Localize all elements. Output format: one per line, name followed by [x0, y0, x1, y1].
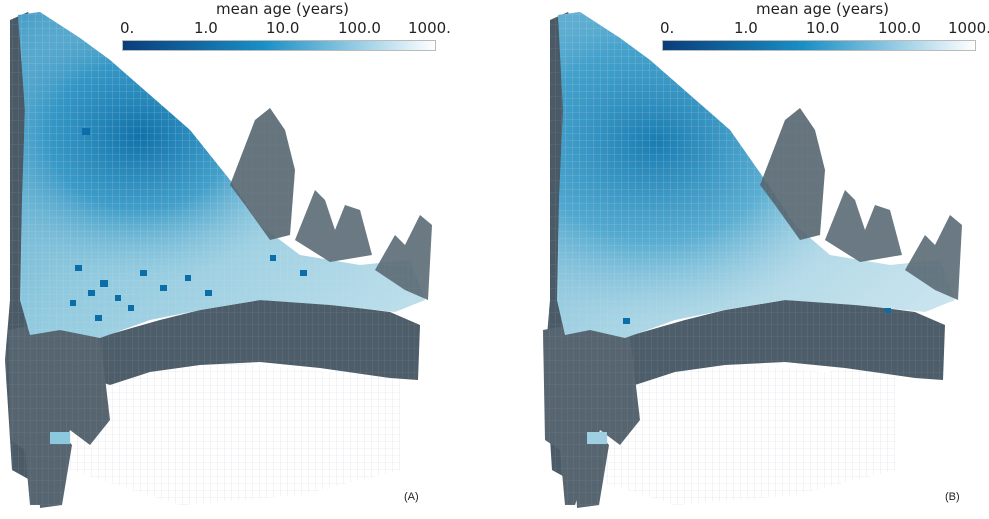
colorbar-gradient [122, 40, 436, 51]
colorbar-ticks: 0. 1.0 10.0 100.0 1000. [650, 19, 989, 39]
colorbar-tick: 0. [660, 19, 675, 37]
colorbar-tick: 10.0 [266, 19, 300, 37]
panel-label-b: (B) [945, 491, 960, 503]
deep-cells-b [623, 308, 891, 324]
model-render-a [5, 12, 432, 508]
model-render-b [543, 12, 962, 508]
colorbar-tick: 1000. [408, 19, 451, 37]
colorbar-tick: 0. [120, 19, 135, 37]
colorbar-gradient [662, 40, 976, 51]
lower-mesh-a [70, 360, 400, 505]
colorbar-legend-a: mean age (years) 0. 1.0 10.0 100.0 1000. [110, 0, 455, 70]
deep-cells-a [70, 128, 307, 321]
panel-b: mean age (years) 0. 1.0 10.0 100.0 1000.… [495, 0, 989, 519]
panel-label-a: (A) [404, 491, 419, 503]
colorbar-tick: 100.0 [878, 19, 921, 37]
colorbar-legend-b: mean age (years) 0. 1.0 10.0 100.0 1000. [650, 0, 989, 70]
colorbar-tick: 1.0 [734, 19, 758, 37]
panel-a: mean age (years) 0. 1.0 10.0 100.0 1000.… [0, 0, 494, 519]
colorbar-tick: 1.0 [194, 19, 218, 37]
colorbar-ticks: 0. 1.0 10.0 100.0 1000. [110, 19, 455, 39]
colorbar-title: mean age (years) [215, 0, 349, 18]
colorbar-title: mean age (years) [755, 0, 889, 18]
colorbar-tick: 1000. [948, 19, 989, 37]
lower-mesh-b [565, 360, 895, 505]
colorbar-tick: 100.0 [338, 19, 381, 37]
colorbar-tick: 10.0 [806, 19, 840, 37]
